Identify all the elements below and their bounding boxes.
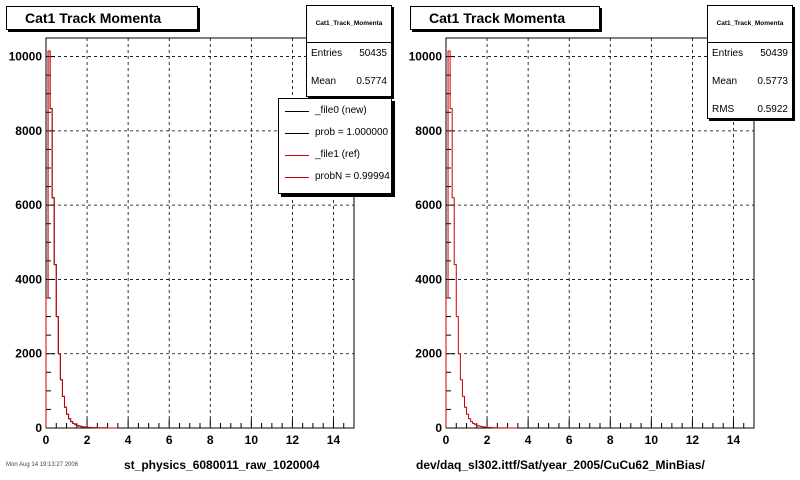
histogram-series-right-0 [445, 50, 518, 429]
stats-label: Mean [712, 76, 738, 87]
stats-label: Mean [311, 76, 337, 87]
legend-label: _file1 (ref) [315, 149, 361, 160]
stats-row-mean-left: Mean 0.5774 [311, 75, 387, 89]
x-tick-label: 0 [443, 433, 450, 447]
histogram-plot-left: 0 2 4 6 8 10 12 14 0 2000 4000 6000 8000 10000 [9, 37, 355, 447]
stats-title-right: Cat1_Track_Momenta [708, 6, 792, 43]
y-tick-label: 4000 [15, 272, 42, 286]
stats-box-right: Cat1_Track_Momenta Entries 50439 Mean 0.… [707, 5, 793, 119]
x-tick-label: 4 [125, 433, 132, 447]
x-axis-label-right: dev/daq_sl302.ittf/Sat/year_2005/CuCu62_… [416, 458, 705, 472]
legend-line-swatch [285, 177, 309, 178]
legend-entry: _file0 (new) [279, 101, 391, 123]
stats-box-left: Cat1_Track_Momenta Entries 50435 Mean 0.… [306, 5, 392, 97]
stats-row-rms-right: RMS 0.5922 [712, 103, 788, 117]
timestamp-footer: Mon Aug 14 19:13:27 2006 [6, 462, 79, 468]
x-tick-label: 6 [166, 433, 173, 447]
legend: _file0 (new) prob = 1.000000 _file1 (ref… [278, 98, 392, 194]
legend-line-swatch [285, 155, 309, 156]
y-tick-label: 6000 [15, 198, 42, 212]
y-tick-label: 8000 [15, 124, 42, 138]
stats-value: 50439 [760, 48, 788, 59]
stats-row-entries-left: Entries 50435 [311, 47, 387, 61]
y-tick-label: 0 [35, 421, 42, 435]
stats-label: RMS [712, 104, 735, 115]
stats-label: Entries [712, 48, 744, 59]
stats-row-entries-right: Entries 50439 [712, 47, 788, 61]
stats-value: 0.5774 [356, 76, 387, 87]
x-tick-label: 10 [645, 433, 659, 447]
y-tick-label: 4000 [415, 272, 442, 286]
stats-value: 50435 [359, 48, 387, 59]
x-tick-label: 2 [484, 433, 491, 447]
x-tick-label: 6 [566, 433, 573, 447]
stats-row-mean-right: Mean 0.5773 [712, 75, 788, 89]
x-tick-label: 4 [525, 433, 532, 447]
y-tick-label: 2000 [415, 347, 442, 361]
y-tick-label: 6000 [415, 198, 442, 212]
stats-value: 0.5773 [757, 76, 788, 87]
x-tick-label: 12 [286, 433, 300, 447]
x-tick-label: 10 [245, 433, 259, 447]
legend-entry: probN = 0.99994 [279, 167, 391, 189]
stats-value: 0.5922 [757, 104, 788, 115]
legend-entry: prob = 1.000000 [279, 123, 391, 145]
histogram-series-left-0 [45, 50, 118, 429]
legend-entry: _file1 (ref) [279, 145, 391, 167]
x-tick-label: 12 [686, 433, 700, 447]
histogram-series-left-1 [45, 50, 118, 429]
histogram-plot-right: 0 2 4 6 8 10 12 14 0 2000 4000 6000 8000 10000 [409, 37, 755, 447]
x-tick-label: 2 [84, 433, 91, 447]
stats-label: Entries [311, 48, 343, 59]
y-tick-label: 10000 [409, 50, 443, 64]
chart-title-right: Cat1 Track Momenta [410, 6, 600, 30]
chart-title-left: Cat1 Track Momenta [6, 6, 198, 30]
legend-label: prob = 1.000000 [315, 127, 389, 138]
legend-label: _file0 (new) [315, 105, 367, 116]
legend-line-swatch [285, 111, 309, 112]
x-tick-label: 8 [607, 433, 614, 447]
legend-label: probN = 0.99994 [315, 171, 390, 182]
stats-title-left: Cat1_Track_Momenta [307, 6, 391, 43]
x-tick-label: 14 [327, 433, 341, 447]
y-tick-label: 2000 [15, 347, 42, 361]
x-tick-label: 8 [207, 433, 214, 447]
x-tick-label: 14 [727, 433, 741, 447]
x-tick-label: 0 [43, 433, 50, 447]
x-axis-label-left: st_physics_6080011_raw_1020004 [124, 458, 320, 472]
y-tick-label: 0 [435, 421, 442, 435]
y-tick-label: 8000 [415, 124, 442, 138]
y-tick-label: 10000 [9, 50, 43, 64]
legend-line-swatch [285, 133, 309, 134]
